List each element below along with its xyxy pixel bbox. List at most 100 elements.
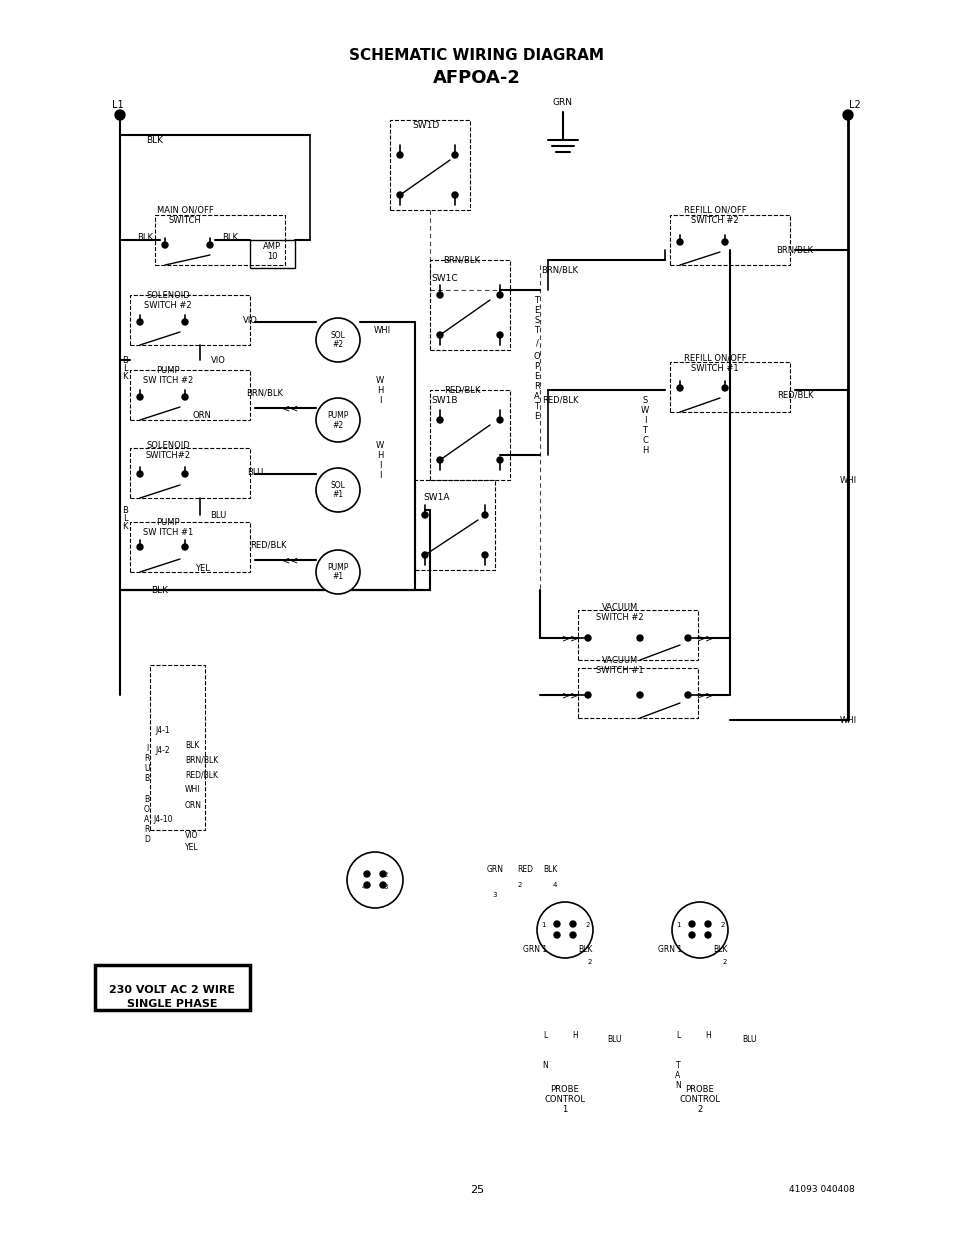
Text: REFILL ON/OFF: REFILL ON/OFF	[683, 353, 745, 363]
Text: VACUUM: VACUUM	[601, 603, 638, 611]
Circle shape	[569, 921, 576, 927]
Text: BLK: BLK	[578, 946, 592, 955]
Text: L: L	[675, 1030, 679, 1040]
Text: RED/BLK: RED/BLK	[443, 385, 479, 394]
Text: RED/BLK: RED/BLK	[541, 395, 578, 405]
Text: SCHEMATIC WIRING DIAGRAM: SCHEMATIC WIRING DIAGRAM	[349, 47, 604, 63]
Text: 3: 3	[493, 892, 497, 898]
Text: K: K	[122, 521, 128, 531]
Text: >>: >>	[561, 634, 578, 643]
Circle shape	[182, 394, 188, 400]
Text: <<: <<	[281, 403, 297, 412]
Text: R: R	[144, 825, 150, 835]
Text: BLU: BLU	[247, 468, 263, 477]
Circle shape	[379, 882, 386, 888]
Text: BRN/BLK: BRN/BLK	[185, 756, 218, 764]
Circle shape	[162, 242, 168, 248]
Circle shape	[137, 319, 143, 325]
Text: SWITCH #2: SWITCH #2	[596, 613, 643, 621]
Text: H: H	[704, 1030, 710, 1040]
Bar	[130, 370, 250, 420]
Circle shape	[677, 240, 682, 245]
Text: H: H	[376, 385, 383, 394]
Text: H: H	[376, 451, 383, 459]
Text: VIO: VIO	[211, 356, 225, 364]
Text: BLU: BLU	[742, 1035, 757, 1045]
Text: I: I	[643, 415, 645, 425]
Text: SW ITCH #1: SW ITCH #1	[143, 527, 193, 536]
Circle shape	[347, 852, 402, 908]
Text: B: B	[144, 795, 150, 804]
Text: B: B	[144, 773, 150, 783]
Text: I: I	[378, 395, 381, 405]
Bar	[95, 965, 250, 1010]
Text: 3: 3	[383, 884, 388, 890]
Circle shape	[452, 152, 457, 158]
Text: I: I	[378, 461, 381, 469]
Circle shape	[497, 332, 502, 338]
Bar	[130, 295, 250, 345]
Bar	[130, 522, 250, 572]
Circle shape	[721, 240, 727, 245]
Bar	[130, 448, 250, 498]
Text: RED/BLK: RED/BLK	[185, 771, 218, 779]
Text: N: N	[541, 1061, 547, 1070]
Text: >>: >>	[696, 634, 713, 643]
Text: W: W	[640, 405, 648, 415]
Circle shape	[396, 191, 402, 198]
Text: 2: 2	[587, 960, 592, 965]
Circle shape	[684, 692, 690, 698]
Text: 2: 2	[585, 923, 590, 927]
Text: 2: 2	[517, 882, 521, 888]
Text: 1: 1	[675, 923, 679, 927]
Text: 41093 040408: 41093 040408	[788, 1186, 854, 1194]
Text: B: B	[122, 505, 128, 515]
Circle shape	[315, 398, 359, 442]
Circle shape	[436, 291, 442, 298]
Circle shape	[497, 417, 502, 424]
Circle shape	[688, 921, 695, 927]
Text: BLK: BLK	[185, 741, 199, 750]
Bar	[154, 215, 285, 266]
Text: T: T	[534, 295, 539, 305]
Circle shape	[481, 552, 488, 558]
Text: A: A	[144, 815, 150, 825]
Text: SW ITCH #2: SW ITCH #2	[143, 375, 193, 384]
Text: 4: 4	[552, 882, 557, 888]
Circle shape	[436, 417, 442, 424]
Circle shape	[637, 635, 642, 641]
Circle shape	[137, 471, 143, 477]
Text: O: O	[533, 352, 539, 361]
Circle shape	[182, 543, 188, 550]
Text: SOL: SOL	[331, 480, 345, 489]
Text: U: U	[144, 763, 150, 773]
Text: SWITCH: SWITCH	[169, 215, 201, 225]
Circle shape	[671, 902, 727, 958]
Text: SOLENOID: SOLENOID	[146, 290, 190, 300]
Text: #1: #1	[332, 489, 343, 499]
Circle shape	[677, 385, 682, 391]
Text: L1: L1	[112, 100, 124, 110]
Text: PUMP: PUMP	[156, 517, 179, 526]
Circle shape	[396, 152, 402, 158]
Circle shape	[497, 291, 502, 298]
Circle shape	[637, 692, 642, 698]
Text: T: T	[641, 426, 647, 435]
Circle shape	[554, 921, 559, 927]
Text: A: A	[534, 391, 539, 400]
Text: BRN/BLK: BRN/BLK	[776, 246, 813, 254]
Circle shape	[315, 550, 359, 594]
Text: R: R	[534, 382, 539, 390]
Text: CONTROL: CONTROL	[544, 1095, 585, 1104]
Text: SWITCH #1: SWITCH #1	[691, 363, 738, 373]
Text: YEL: YEL	[194, 563, 210, 573]
Text: J4-1: J4-1	[155, 725, 171, 735]
Text: 25: 25	[470, 1186, 483, 1195]
Text: SW1B: SW1B	[432, 395, 457, 405]
Text: SW1C: SW1C	[432, 273, 457, 283]
Text: RED: RED	[517, 866, 533, 874]
Text: L: L	[123, 514, 127, 522]
Circle shape	[704, 921, 710, 927]
Text: BLK: BLK	[222, 232, 237, 242]
Text: T: T	[675, 1061, 679, 1070]
